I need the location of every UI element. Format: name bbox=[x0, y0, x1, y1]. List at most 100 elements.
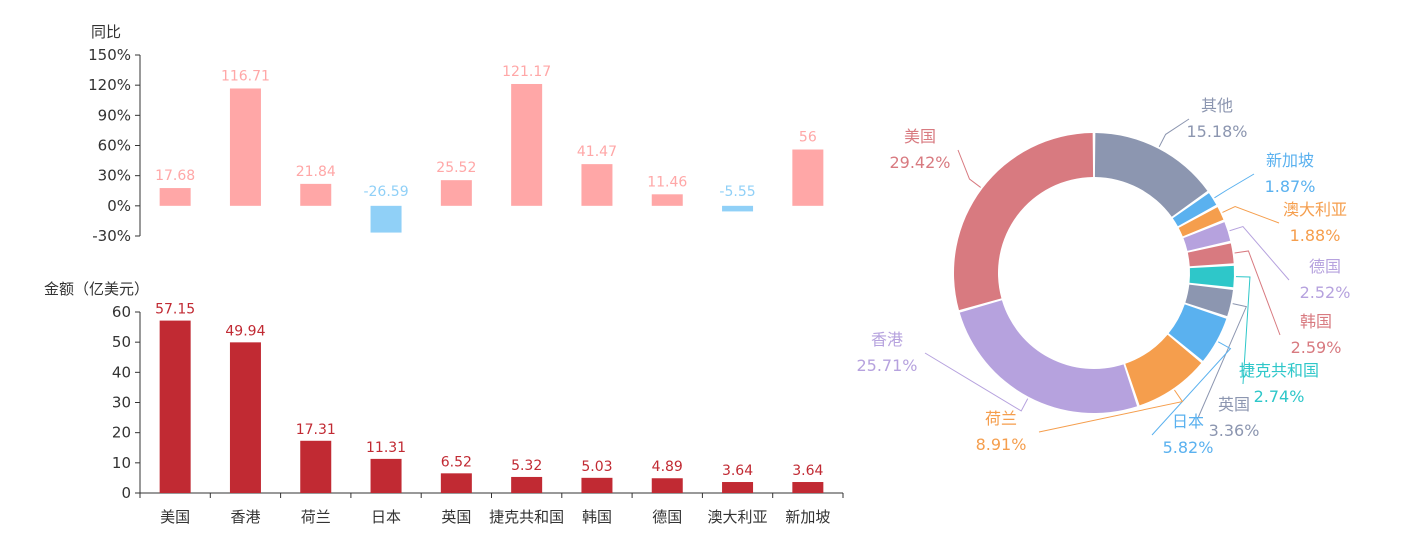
growth-bar bbox=[370, 205, 402, 233]
x-category-label: 澳大利亚 bbox=[708, 508, 768, 526]
growth-bar bbox=[511, 83, 543, 206]
x-category-label: 荷兰 bbox=[301, 508, 331, 526]
donut-slice-percent: 29.42% bbox=[889, 153, 950, 172]
top-y-tick-label: 0% bbox=[107, 197, 131, 215]
x-category-label: 新加坡 bbox=[785, 508, 830, 526]
donut-leader-line bbox=[1158, 118, 1190, 148]
amount-value-label: 6.52 bbox=[441, 454, 472, 470]
amount-bar bbox=[159, 320, 191, 493]
bottom-y-tick-label: 10 bbox=[112, 454, 131, 472]
donut-slice-name: 荷兰 bbox=[985, 409, 1017, 428]
donut-slice-name: 德国 bbox=[1309, 257, 1341, 276]
donut-slice-name: 澳大利亚 bbox=[1283, 200, 1347, 219]
x-category-label: 日本 bbox=[371, 508, 401, 526]
growth-bar bbox=[159, 188, 191, 206]
top-y-tick-label: 150% bbox=[88, 46, 131, 64]
bottom-y-tick-label: 60 bbox=[112, 303, 131, 321]
donut-slice bbox=[1172, 193, 1217, 227]
donut-slice-name: 日本 bbox=[1172, 412, 1204, 431]
amount-bar bbox=[370, 458, 402, 493]
growth-value-label: 21.84 bbox=[296, 164, 336, 180]
growth-value-label: 17.68 bbox=[155, 168, 195, 184]
top-y-tick-label: 120% bbox=[88, 76, 131, 94]
donut-slice-percent: 5.82% bbox=[1163, 438, 1214, 457]
amount-bar bbox=[229, 342, 261, 493]
top-y-tick-label: -30% bbox=[92, 227, 131, 245]
x-category-label: 德国 bbox=[652, 508, 682, 526]
donut-slice bbox=[1189, 265, 1234, 288]
amount-value-label: 49.94 bbox=[225, 323, 265, 339]
x-category-label: 韩国 bbox=[582, 508, 612, 526]
donut-leader-line bbox=[1038, 389, 1184, 433]
x-category-label: 捷克共和国 bbox=[489, 508, 564, 526]
x-category-label: 香港 bbox=[230, 508, 260, 526]
donut-slice bbox=[1125, 334, 1202, 406]
x-category-label: 英国 bbox=[441, 508, 471, 526]
amount-value-label: 5.32 bbox=[511, 458, 542, 474]
donut-slice bbox=[1094, 133, 1208, 217]
amount-bar bbox=[511, 476, 543, 493]
top-y-tick-label: 30% bbox=[98, 167, 131, 185]
top-y-tick-label: 90% bbox=[98, 106, 131, 124]
amount-value-label: 5.03 bbox=[581, 459, 612, 475]
amount-bar bbox=[722, 482, 754, 493]
bottom-y-tick-label: 0 bbox=[121, 484, 131, 502]
amount-value-label: 57.15 bbox=[155, 302, 195, 318]
growth-value-label: 25.52 bbox=[436, 160, 476, 176]
donut-leader-line bbox=[957, 149, 981, 188]
donut-slice bbox=[1178, 207, 1224, 237]
donut-slice bbox=[959, 300, 1138, 414]
donut-slice-name: 英国 bbox=[1218, 395, 1250, 414]
amount-value-label: 3.64 bbox=[792, 463, 823, 479]
donut-slice bbox=[1183, 222, 1231, 251]
growth-value-label: 121.17 bbox=[502, 64, 551, 80]
donut-slice-percent: 15.18% bbox=[1186, 122, 1247, 141]
growth-value-label: 56 bbox=[799, 130, 817, 146]
donut-leader-line bbox=[924, 352, 1029, 412]
growth-bar bbox=[651, 194, 683, 206]
growth-value-label: -26.59 bbox=[363, 184, 408, 200]
donut-slice-percent: 1.87% bbox=[1265, 177, 1316, 196]
donut-leader-line bbox=[1197, 303, 1248, 419]
donut-slice bbox=[1185, 284, 1233, 317]
donut-leader-line bbox=[1234, 250, 1281, 336]
growth-value-label: 41.47 bbox=[577, 144, 617, 160]
amount-value-label: 4.89 bbox=[652, 459, 683, 475]
donut-slice-percent: 8.91% bbox=[976, 435, 1027, 454]
donut-slice-name: 其他 bbox=[1201, 96, 1233, 115]
donut-slice-name: 新加坡 bbox=[1266, 151, 1314, 170]
growth-bar bbox=[581, 164, 613, 206]
amount-bar bbox=[581, 477, 613, 493]
top-y-tick-label: 60% bbox=[98, 137, 131, 155]
donut-slice-percent: 3.36% bbox=[1209, 421, 1260, 440]
donut-slice-percent: 25.71% bbox=[856, 356, 917, 375]
growth-bar bbox=[229, 88, 261, 206]
amount-bar bbox=[300, 440, 332, 493]
bottom-y-tick-label: 20 bbox=[112, 424, 131, 442]
growth-bar bbox=[792, 149, 824, 206]
amount-value-label: 3.64 bbox=[722, 463, 753, 479]
donut-slice bbox=[1168, 304, 1227, 361]
top-y-axis-title: 同比 bbox=[91, 23, 121, 41]
donut-slice bbox=[954, 133, 1094, 311]
bottom-y-axis-title: 金额（亿美元） bbox=[44, 280, 149, 298]
growth-bar bbox=[722, 205, 754, 212]
growth-value-label: 11.46 bbox=[647, 174, 687, 190]
bottom-y-tick-label: 40 bbox=[112, 363, 131, 381]
donut-slice-name: 美国 bbox=[904, 127, 936, 146]
x-category-label: 美国 bbox=[160, 508, 190, 526]
donut-slice-percent: 2.74% bbox=[1254, 387, 1305, 406]
donut-slice-name: 韩国 bbox=[1300, 312, 1332, 331]
donut-leader-line bbox=[1214, 173, 1255, 199]
donut-slice-name: 捷克共和国 bbox=[1239, 361, 1319, 380]
donut-slice-percent: 2.52% bbox=[1300, 283, 1351, 302]
donut-leader-line bbox=[1235, 276, 1251, 385]
donut-slice-name: 香港 bbox=[871, 330, 903, 349]
growth-value-label: -5.55 bbox=[719, 184, 755, 200]
donut-slice-percent: 2.59% bbox=[1291, 338, 1342, 357]
donut-leader-line bbox=[1229, 225, 1290, 281]
bottom-y-tick-label: 50 bbox=[112, 333, 131, 351]
amount-bar bbox=[792, 482, 824, 493]
